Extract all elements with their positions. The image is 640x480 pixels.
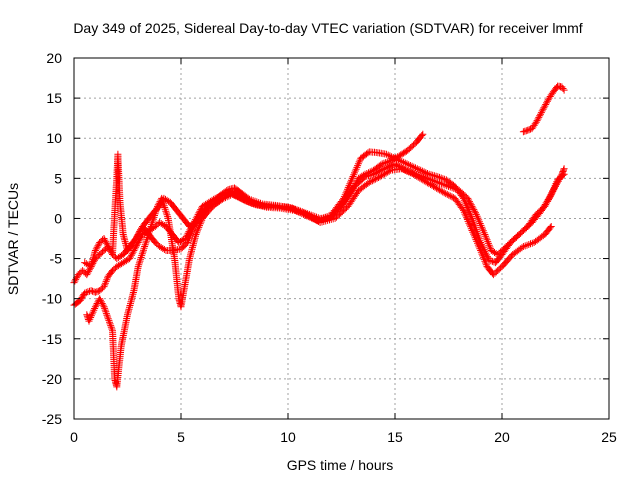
x-tick-label: 20 xyxy=(494,429,510,445)
data-markers xyxy=(519,82,568,136)
chart-title: Day 349 of 2025, Sidereal Day-to-day VTE… xyxy=(73,20,582,36)
x-tick-label: 5 xyxy=(177,429,185,445)
x-tick-label: 15 xyxy=(387,429,403,445)
data-markers xyxy=(83,165,555,391)
x-tick-label: 25 xyxy=(601,429,617,445)
y-tick-label: -15 xyxy=(42,331,62,347)
plot-frame xyxy=(73,57,610,420)
y-axis-label: SDTVAR / TECUs xyxy=(5,183,21,295)
series-trace-5 xyxy=(519,82,568,136)
y-tick-label: -10 xyxy=(42,291,62,307)
y-tick-label: 20 xyxy=(46,50,62,66)
y-tick-label: -5 xyxy=(50,251,63,267)
series-trace-3 xyxy=(83,165,555,391)
y-tick-label: 0 xyxy=(54,210,62,226)
x-axis-label: GPS time / hours xyxy=(287,457,394,473)
data-markers xyxy=(81,160,568,271)
ticks: 0 5 10 15 20 25 -25 -20 -15 -10 -5 0 5 10 15 20 xyxy=(42,50,617,445)
x-tick-label: 10 xyxy=(280,429,296,445)
data-points xyxy=(70,82,568,391)
x-tick-label: 0 xyxy=(70,429,78,445)
y-tick-label: 5 xyxy=(54,170,62,186)
grid xyxy=(74,58,609,419)
y-tick-label: 15 xyxy=(46,90,62,106)
y-tick-label: -25 xyxy=(42,411,62,427)
series-trace-4 xyxy=(81,160,568,271)
y-tick-label: -20 xyxy=(42,371,62,387)
y-tick-label: 10 xyxy=(46,130,62,146)
